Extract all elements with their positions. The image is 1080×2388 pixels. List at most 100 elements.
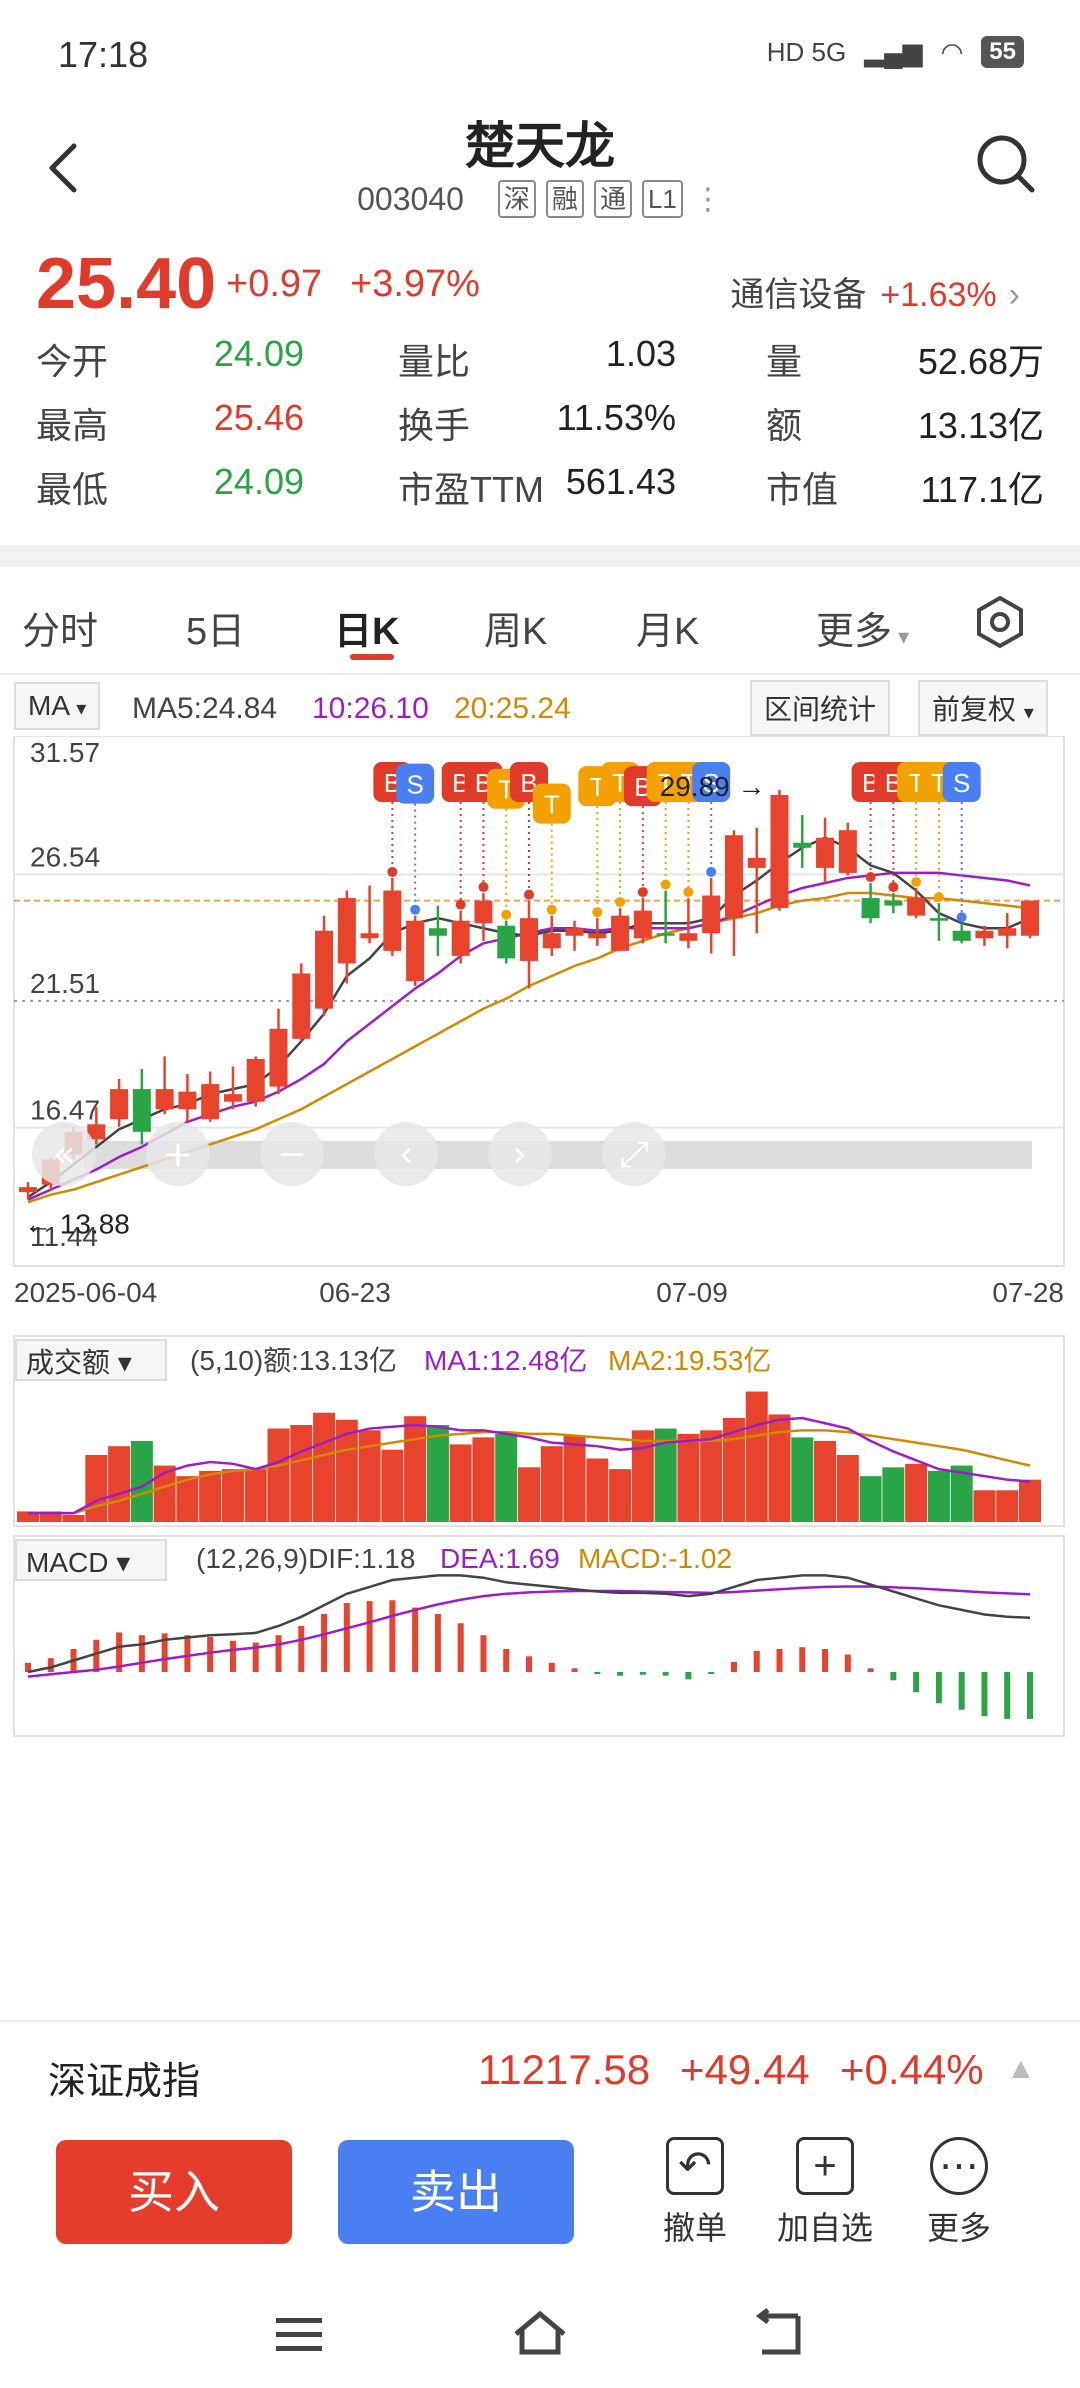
tag-rong: 融 bbox=[545, 180, 584, 218]
candle-body bbox=[383, 890, 402, 951]
more-button[interactable]: ⋯ 更多 bbox=[904, 2137, 1014, 2249]
zoom-out-icon[interactable] bbox=[260, 1122, 324, 1186]
ma-selector-label: MA bbox=[28, 690, 69, 721]
volume-bar bbox=[768, 1414, 791, 1522]
volume-bar bbox=[426, 1425, 449, 1522]
ma-selector[interactable]: MA ▾ bbox=[14, 682, 101, 730]
macd-bar bbox=[753, 1650, 760, 1672]
candle-body bbox=[907, 898, 926, 916]
signal-dot bbox=[501, 909, 512, 920]
back-icon[interactable] bbox=[40, 138, 90, 198]
active-tab-indicator bbox=[350, 654, 394, 660]
macd-bar bbox=[799, 1647, 806, 1672]
search-icon[interactable] bbox=[974, 132, 1036, 194]
candle-body bbox=[178, 1091, 197, 1110]
quote-label: 最低 bbox=[36, 469, 109, 510]
quote-label: 市盈TTM bbox=[398, 469, 544, 510]
x-tick-label: 07-09 bbox=[656, 1277, 728, 1308]
candle-body bbox=[337, 898, 356, 964]
caret-down-icon: ▾ bbox=[1023, 702, 1034, 724]
caret-down-icon: ▾ bbox=[892, 624, 910, 649]
quote-label: 量 bbox=[766, 341, 803, 382]
signal-dot bbox=[911, 877, 922, 888]
macd-selector-label: MACD ▾ bbox=[26, 1547, 130, 1578]
next-icon-glyph: › bbox=[513, 1134, 527, 1175]
sell-button[interactable]: 卖出 bbox=[338, 2140, 574, 2244]
adjust-selector[interactable]: 前复权 ▾ bbox=[918, 680, 1048, 736]
macd-bar bbox=[594, 1672, 601, 1674]
tab-more[interactable]: 更多 ▾ bbox=[816, 600, 909, 655]
candle-body bbox=[87, 1124, 106, 1140]
volume-bar bbox=[540, 1446, 563, 1522]
fullscreen-icon[interactable] bbox=[602, 1122, 666, 1186]
candle-body bbox=[451, 920, 470, 956]
settings-icon[interactable] bbox=[972, 594, 1028, 650]
index-pct: +0.44% bbox=[840, 2046, 984, 2093]
volume-bar bbox=[290, 1425, 313, 1522]
macd-bar bbox=[207, 1637, 214, 1672]
home-icon[interactable] bbox=[510, 2308, 570, 2358]
menu-icon[interactable] bbox=[272, 2314, 328, 2358]
signal-icon: ▂▄▆ bbox=[864, 36, 923, 67]
zoom-out-icon-glyph: − bbox=[277, 1134, 307, 1175]
tab-daily-k[interactable]: 日K bbox=[334, 611, 400, 653]
prev-icon[interactable] bbox=[374, 1122, 438, 1186]
add-watchlist-label: 加自选 bbox=[776, 2210, 873, 2246]
buy-button[interactable]: 买入 bbox=[56, 2140, 292, 2244]
quote-value: 11.53% bbox=[556, 397, 676, 438]
tab-weekly-k[interactable]: 周K bbox=[484, 611, 548, 653]
macd-selector[interactable] bbox=[15, 1539, 167, 1581]
candle-body bbox=[770, 795, 789, 909]
sector-pct: +1.63% bbox=[880, 276, 997, 314]
nav-back-icon[interactable] bbox=[752, 2308, 808, 2358]
add-watchlist-button[interactable]: + 加自选 bbox=[770, 2137, 880, 2249]
volume-legend-ma1: MA1:12.48亿 bbox=[424, 1345, 587, 1376]
volume-selector[interactable] bbox=[15, 1339, 167, 1381]
signal-dot bbox=[933, 892, 944, 903]
volume-bar bbox=[130, 1440, 153, 1522]
expand-up-icon[interactable]: ▲ bbox=[1006, 2052, 1036, 2085]
network-indicator: HD 5G bbox=[766, 36, 847, 67]
macd-bar bbox=[708, 1672, 715, 1674]
quote-row: 最高 25.46 换手 11.53% 额 13.13亿 bbox=[36, 397, 1046, 461]
macd-bar bbox=[662, 1672, 669, 1676]
macd-bar bbox=[480, 1635, 487, 1672]
candle-body bbox=[611, 915, 630, 951]
volume-bar bbox=[85, 1455, 108, 1522]
zoom-in-icon[interactable] bbox=[146, 1122, 210, 1186]
signal-text: T bbox=[544, 790, 560, 820]
candle-body bbox=[132, 1089, 151, 1132]
dif-line bbox=[27, 1574, 1031, 1674]
more-dots-icon[interactable]: ⋮ bbox=[692, 182, 723, 216]
range-stats-button[interactable]: 区间统计 bbox=[750, 680, 891, 736]
chevron-right-icon: › bbox=[1008, 276, 1020, 314]
macd-bar bbox=[867, 1668, 874, 1672]
volume-bar bbox=[996, 1490, 1019, 1522]
sector-link[interactable]: 通信设备 +1.63% › bbox=[730, 267, 1020, 316]
signal-badge bbox=[692, 762, 731, 802]
divider bbox=[0, 545, 1080, 567]
bottom-bar: 深证成指 11217.58 +49.44 +0.44% ▲ 买入 卖出 ↶ 撤单 … bbox=[0, 2020, 1080, 2388]
volume-bar bbox=[859, 1476, 882, 1522]
quote-label: 市值 bbox=[766, 469, 839, 510]
macd-legend-label: (12,26,9)DIF:1.18 bbox=[196, 1543, 415, 1574]
tab-monthly-k[interactable]: 月K bbox=[636, 611, 700, 653]
tab-intraday[interactable]: 分时 bbox=[22, 611, 99, 653]
index-value: 11217.58 bbox=[478, 2046, 651, 2093]
quote-value: 117.1亿 bbox=[920, 469, 1044, 510]
candle-body bbox=[747, 857, 766, 868]
fullscreen-icon-glyph: ⤢ bbox=[620, 1134, 649, 1175]
signal-dot bbox=[683, 887, 694, 898]
quote-value: 13.13亿 bbox=[917, 405, 1044, 446]
cancel-order-button[interactable]: ↶ 撤单 bbox=[640, 2137, 750, 2249]
next-icon[interactable] bbox=[488, 1122, 552, 1186]
stock-code: 003040 bbox=[357, 180, 464, 217]
volume-bar bbox=[495, 1433, 518, 1522]
tab-5day[interactable]: 5日 bbox=[186, 611, 246, 653]
quote-label: 量比 bbox=[398, 341, 471, 382]
page-title: 楚天龙 bbox=[465, 118, 615, 174]
first-page-icon[interactable] bbox=[32, 1122, 96, 1186]
macd-bar bbox=[548, 1662, 555, 1672]
quote-label: 换手 bbox=[398, 405, 471, 446]
